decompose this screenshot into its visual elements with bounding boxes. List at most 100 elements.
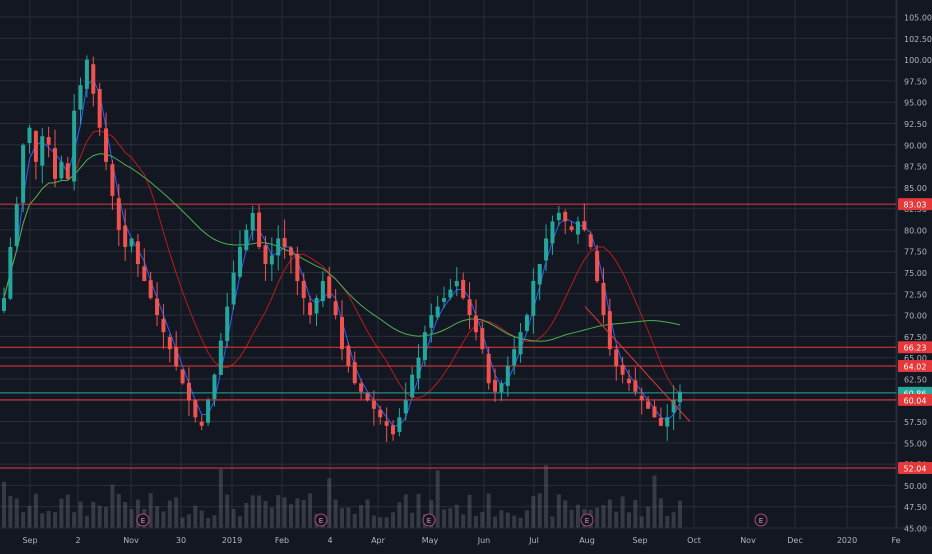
candle-body[interactable] <box>665 417 670 427</box>
candle-body[interactable] <box>231 272 236 305</box>
candle-body[interactable] <box>340 317 344 350</box>
candle-body[interactable] <box>65 163 70 179</box>
trendline[interactable] <box>584 306 691 422</box>
candle-body[interactable] <box>556 212 561 221</box>
earnings-marker-icon[interactable] <box>580 513 594 527</box>
candle-body[interactable] <box>276 238 281 256</box>
candle-body[interactable] <box>416 357 421 379</box>
candle-body[interactable] <box>352 362 357 384</box>
candle-body[interactable] <box>652 406 657 418</box>
candle-body[interactable] <box>435 306 440 318</box>
candle-body[interactable] <box>391 425 396 435</box>
candle-body[interactable] <box>359 383 364 392</box>
candle-body[interactable] <box>639 395 644 401</box>
candle-body[interactable] <box>135 241 140 264</box>
candle-body[interactable] <box>8 246 13 299</box>
candle-body[interactable] <box>678 391 682 403</box>
candle-body[interactable] <box>78 85 83 110</box>
price-level-badge[interactable] <box>898 198 932 211</box>
candle-body[interactable] <box>84 59 89 89</box>
price-level-badge[interactable] <box>898 462 932 475</box>
candle-body[interactable] <box>123 225 128 247</box>
candle-body[interactable] <box>333 301 338 316</box>
candle-body[interactable] <box>563 211 568 222</box>
candle-body[interactable] <box>595 250 600 282</box>
candle-body[interactable] <box>422 332 427 360</box>
candle-body[interactable] <box>97 89 102 128</box>
candle-body[interactable] <box>91 64 96 94</box>
candle-body[interactable] <box>193 400 198 418</box>
candle-body[interactable] <box>59 161 64 179</box>
price-level-lines[interactable] <box>0 203 897 469</box>
candle-body[interactable] <box>327 276 332 299</box>
candle-body[interactable] <box>544 238 549 261</box>
candle-body[interactable] <box>161 318 166 333</box>
price-level-badge[interactable] <box>898 360 932 373</box>
candle-body[interactable] <box>186 382 191 401</box>
candle-body[interactable] <box>620 365 625 375</box>
candle-body[interactable] <box>512 349 517 366</box>
candle-body[interactable] <box>518 332 523 355</box>
candle-body[interactable] <box>403 400 408 414</box>
candle-body[interactable] <box>14 204 19 247</box>
candle-body[interactable] <box>116 198 121 230</box>
candle-body[interactable] <box>244 229 249 251</box>
candle-body[interactable] <box>40 136 45 166</box>
candle-body[interactable] <box>142 266 147 282</box>
candle-body[interactable] <box>250 212 255 231</box>
candle-body[interactable] <box>346 345 351 367</box>
candle-body[interactable] <box>550 221 555 244</box>
candle-body[interactable] <box>397 417 402 432</box>
candle-body[interactable] <box>212 374 217 399</box>
y-axis[interactable]: 105.00 102.50 100.00 97.50 95.00 92.50 90.00 87… <box>896 0 932 534</box>
candle-body[interactable] <box>473 315 478 333</box>
candle-body[interactable] <box>174 347 179 367</box>
candle-body[interactable] <box>308 302 313 316</box>
candle-body[interactable] <box>148 280 153 299</box>
candle-body[interactable] <box>378 409 383 418</box>
candle-body[interactable] <box>282 237 287 247</box>
candle-body[interactable] <box>301 281 306 299</box>
candle-body[interactable] <box>448 289 453 298</box>
candle-body[interactable] <box>410 374 415 398</box>
candle-body[interactable] <box>633 380 638 392</box>
candle-body[interactable] <box>225 306 230 342</box>
candle-body[interactable] <box>72 110 77 182</box>
candle-body[interactable] <box>505 366 510 386</box>
candle-body[interactable] <box>537 264 542 285</box>
candle-body[interactable] <box>588 234 593 247</box>
candle-body[interactable] <box>269 255 274 265</box>
price-level-badge[interactable] <box>898 393 932 406</box>
candle-body[interactable] <box>33 131 38 162</box>
downtrend-line[interactable] <box>584 306 691 422</box>
earnings-marker-icon[interactable] <box>422 513 436 527</box>
candle-body[interactable] <box>27 127 32 144</box>
candle-body[interactable] <box>626 378 631 384</box>
candle-body[interactable] <box>180 369 185 384</box>
candle-body[interactable] <box>2 298 6 311</box>
candles[interactable] <box>2 55 682 442</box>
candle-body[interactable] <box>263 245 268 264</box>
earnings-marker-icon[interactable] <box>754 513 768 527</box>
candle-body[interactable] <box>295 253 300 282</box>
candle-body[interactable] <box>461 279 466 299</box>
candle-body[interactable] <box>167 336 172 350</box>
candle-body[interactable] <box>110 164 115 196</box>
candle-body[interactable] <box>371 400 376 409</box>
price-level-badge[interactable] <box>898 341 932 354</box>
candle-body[interactable] <box>480 328 485 350</box>
candle-body[interactable] <box>582 221 587 230</box>
candle-body[interactable] <box>218 340 223 375</box>
candle-body[interactable] <box>524 315 529 331</box>
candle-body[interactable] <box>21 144 26 203</box>
earnings-marker-icon[interactable] <box>136 513 150 527</box>
candle-body[interactable] <box>314 298 319 314</box>
candle-body[interactable] <box>155 298 160 316</box>
candle-body[interactable] <box>601 282 606 316</box>
candle-body[interactable] <box>575 221 580 235</box>
candle-body[interactable] <box>486 353 491 384</box>
candle-body[interactable] <box>531 281 536 316</box>
